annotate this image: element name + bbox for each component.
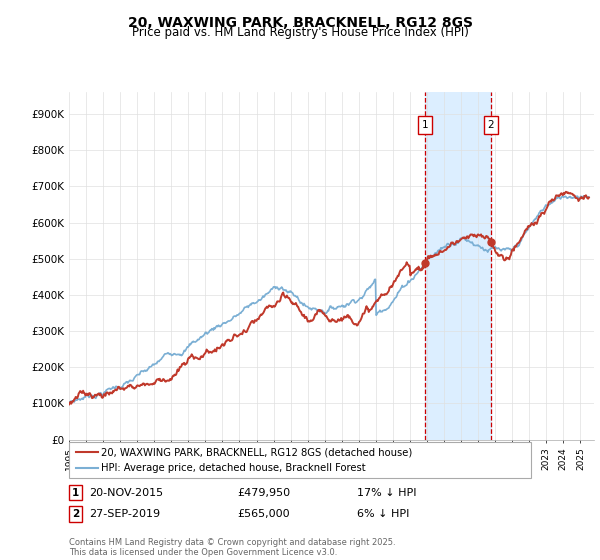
Text: 1: 1	[72, 488, 79, 497]
Text: 1: 1	[422, 120, 428, 130]
Text: Price paid vs. HM Land Registry's House Price Index (HPI): Price paid vs. HM Land Registry's House …	[131, 26, 469, 39]
Text: £479,950: £479,950	[237, 488, 290, 497]
Text: HPI: Average price, detached house, Bracknell Forest: HPI: Average price, detached house, Brac…	[101, 463, 365, 473]
Text: 27-SEP-2019: 27-SEP-2019	[89, 509, 160, 519]
Text: 6% ↓ HPI: 6% ↓ HPI	[357, 509, 409, 519]
Text: 20, WAXWING PARK, BRACKNELL, RG12 8GS (detached house): 20, WAXWING PARK, BRACKNELL, RG12 8GS (d…	[101, 447, 412, 458]
Text: 2: 2	[72, 509, 79, 519]
Text: £565,000: £565,000	[237, 509, 290, 519]
Text: Contains HM Land Registry data © Crown copyright and database right 2025.
This d: Contains HM Land Registry data © Crown c…	[69, 538, 395, 557]
Text: 20-NOV-2015: 20-NOV-2015	[89, 488, 163, 497]
Text: 2: 2	[488, 120, 494, 130]
Text: 20, WAXWING PARK, BRACKNELL, RG12 8GS: 20, WAXWING PARK, BRACKNELL, RG12 8GS	[128, 16, 473, 30]
Bar	[425, 92, 491, 440]
Text: 17% ↓ HPI: 17% ↓ HPI	[357, 488, 416, 497]
